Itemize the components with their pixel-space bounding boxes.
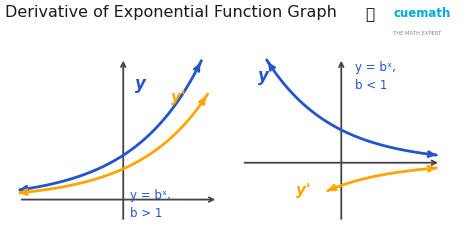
Text: y = bˣ,
b < 1: y = bˣ, b < 1 <box>355 61 396 92</box>
Text: cuemath: cuemath <box>393 7 451 20</box>
Text: Derivative of Exponential Function Graph: Derivative of Exponential Function Graph <box>5 5 337 20</box>
Text: y: y <box>257 67 268 85</box>
Text: THE MATH EXPERT: THE MATH EXPERT <box>393 31 442 36</box>
Text: y = bˣ,
b > 1: y = bˣ, b > 1 <box>130 188 171 220</box>
Text: 🚀: 🚀 <box>365 7 374 22</box>
Text: y': y' <box>296 183 310 199</box>
Text: y': y' <box>171 90 185 105</box>
Text: y: y <box>135 75 146 93</box>
